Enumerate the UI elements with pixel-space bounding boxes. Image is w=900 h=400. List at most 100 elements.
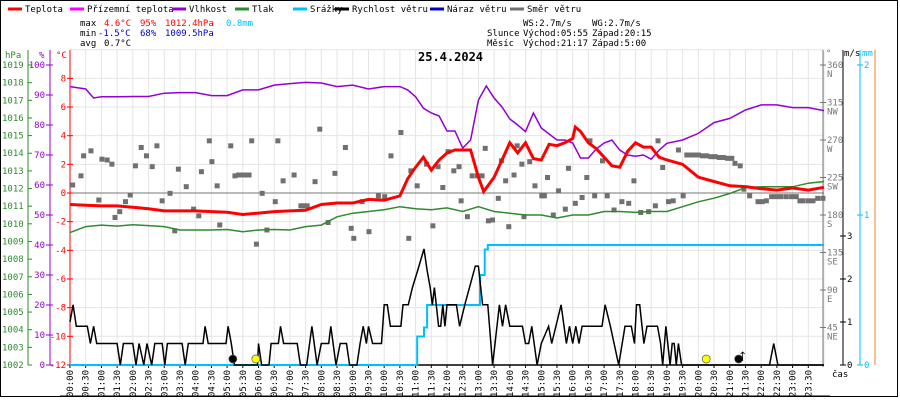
x-tick-label: 03:30 — [176, 370, 186, 397]
x-tick-label: 20:00 — [694, 370, 704, 397]
humidity-tick-label: 60 — [34, 181, 45, 191]
info-wg: WG:2.7m/s — [592, 19, 641, 29]
x-tick-label: 21:30 — [741, 370, 751, 397]
wind-direction-point — [172, 228, 178, 234]
wind-direction-point — [815, 195, 821, 201]
wind-direction-point — [246, 172, 252, 178]
wind-direction-point — [506, 224, 512, 230]
wind-direction-point — [541, 193, 547, 199]
pressure-tick-label: 1012 — [2, 185, 24, 195]
wind-direction-point — [70, 182, 76, 188]
wind-direction-point — [545, 175, 551, 180]
humidity-line — [69, 81, 825, 161]
wind-tick-label: 2 — [847, 275, 852, 285]
wind-direction-point — [272, 199, 278, 205]
x-tick-label: 20:30 — [710, 370, 720, 397]
wind-direction-point — [789, 194, 795, 200]
wind-direction-point — [351, 235, 357, 241]
legend-label: Náraz větru — [447, 5, 507, 15]
humidity-tick-label: 10 — [34, 331, 45, 341]
wind-direction-point — [514, 143, 520, 149]
unit-direction: ° — [826, 49, 831, 59]
direction-compass-label: NE — [827, 333, 838, 343]
temperature-tick-label: -10 — [50, 332, 66, 342]
sunrise-marker — [251, 354, 261, 364]
wind-direction-point — [96, 197, 102, 203]
x-tick-label: 00:00 — [66, 370, 76, 397]
wind-direction-point — [725, 155, 731, 161]
direction-compass-label: E — [827, 295, 832, 305]
info-sun-rise: Východ:05:55 — [523, 29, 588, 39]
wind-direction-point — [562, 206, 568, 212]
info-ws: WS:2.7m/s — [523, 19, 572, 29]
temperature-tick-label: 4 — [61, 132, 66, 142]
wind-direction-point — [565, 165, 571, 171]
pressure-tick-label: 1015 — [2, 132, 24, 142]
pressure-tick-label: 1010 — [2, 220, 24, 230]
wind-direction-point — [773, 194, 779, 200]
wind-direction-point — [138, 145, 144, 150]
wind-direction-point — [175, 166, 181, 172]
legend-label: Směr větru — [527, 5, 581, 15]
wind-direction-point — [587, 138, 593, 144]
x-tick-label: 23:30 — [804, 370, 814, 397]
wind-direction-point — [408, 168, 414, 174]
x-tick-label: 02:00 — [129, 370, 139, 397]
x-tick-label: 16:00 — [569, 370, 579, 397]
wind-direction-point — [805, 198, 811, 204]
wind-direction-point — [680, 193, 686, 199]
humidity-tick-label: 20 — [34, 301, 45, 311]
direction-tick-label: 135 — [827, 249, 843, 259]
stats-max-rain: 0.8mm — [226, 19, 253, 29]
temperature-tick-label: -6 — [55, 275, 66, 285]
temperature-tick-label: -4 — [55, 246, 66, 256]
direction-tick-label: 360 — [827, 61, 843, 71]
x-tick-label: 05:30 — [239, 370, 249, 397]
wind-direction-point — [769, 194, 775, 200]
wind-direction-point — [291, 172, 297, 178]
wind-direction-point — [485, 218, 491, 224]
x-tick-label: 02:30 — [145, 370, 155, 397]
wind-direction-point — [348, 225, 354, 231]
pressure-tick-label: 1016 — [2, 114, 24, 124]
direction-tick-label: 45 — [827, 324, 838, 334]
humidity-tick-label: 100 — [29, 61, 45, 71]
wind-direction-point — [797, 198, 803, 204]
rain-tick-label: 2 — [864, 61, 869, 71]
pressure-tick-label: 1013 — [2, 167, 24, 177]
wind-direction-point — [304, 203, 310, 209]
x-tick-label: 15:00 — [537, 370, 547, 397]
pressure-tick-label: 1007 — [2, 273, 24, 283]
wind-direction-point — [259, 190, 265, 196]
wind-direction-point — [556, 188, 562, 194]
stats-max-temp: 4.6°C — [104, 19, 131, 29]
wind-direction-point — [712, 154, 718, 160]
wind-direction-point — [691, 152, 697, 158]
wind-direction-point — [154, 143, 160, 149]
wind-direction-point — [458, 198, 464, 204]
wind-direction-point — [695, 152, 701, 158]
wind-direction-point — [675, 147, 681, 153]
direction-compass-label: N — [827, 70, 832, 80]
wind-direction-point — [631, 178, 637, 184]
wind-direction-point — [732, 160, 738, 166]
wind-direction-point — [482, 145, 488, 151]
wind-direction-point — [239, 172, 245, 178]
wind-direction-point — [451, 168, 457, 174]
x-tick-label: 17:00 — [600, 370, 610, 397]
x-tick-label: 19:30 — [679, 370, 689, 397]
wind-direction-point — [109, 161, 115, 167]
wind-direction-point — [301, 203, 307, 209]
wind-direction-point — [191, 206, 197, 212]
wind-direction-point — [81, 153, 87, 159]
x-tick-label: 07:00 — [286, 370, 296, 397]
x-tick-label: 15:30 — [553, 370, 563, 397]
wind-direction-point — [519, 161, 525, 167]
x-tick-label: 19:00 — [663, 370, 673, 397]
wind-direction-point — [88, 148, 94, 154]
wind-direction-point — [149, 164, 155, 170]
wind-direction-point — [312, 179, 318, 185]
stats-min-press: 1009.5hPa — [165, 29, 214, 39]
wind-direction-point — [414, 183, 420, 189]
chart-title: 25.4.2024 — [418, 50, 483, 64]
